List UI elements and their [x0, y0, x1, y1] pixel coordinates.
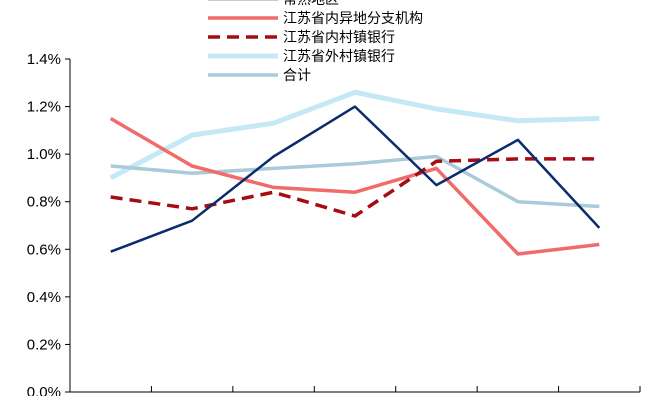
y-tick-label: 0.4%	[27, 289, 61, 306]
y-tick-label: 0.2%	[27, 336, 61, 353]
series-line-2	[110, 157, 600, 218]
y-tick-label: 0.0%	[27, 384, 61, 396]
y-tick-label: 1.0%	[27, 146, 61, 163]
series-line-3	[109, 89, 600, 181]
legend-label-2: 江苏省内村镇银行	[283, 30, 395, 46]
series-line-0	[110, 105, 601, 253]
legend-label-1: 江苏省内异地分支机构	[283, 11, 423, 27]
y-tick-label: 0.8%	[27, 194, 61, 211]
y-axis: 0.0% 0.2% 0.4% 0.6% 0.8% 1.0% 1.2% 1.4%	[27, 51, 71, 396]
y-tick-label: 0.6%	[27, 241, 61, 258]
series-lines	[109, 89, 601, 256]
legend-label-0: 常熟地区	[283, 0, 339, 8]
legend-label-3: 江苏省外村镇银行	[283, 49, 395, 65]
y-tick-label: 1.2%	[27, 99, 61, 116]
series-line-1	[109, 116, 600, 256]
series-line-4	[110, 154, 600, 209]
legend-label-4: 合计	[283, 68, 311, 84]
y-tick-label: 1.4%	[27, 51, 61, 68]
x-axis	[69, 386, 641, 393]
